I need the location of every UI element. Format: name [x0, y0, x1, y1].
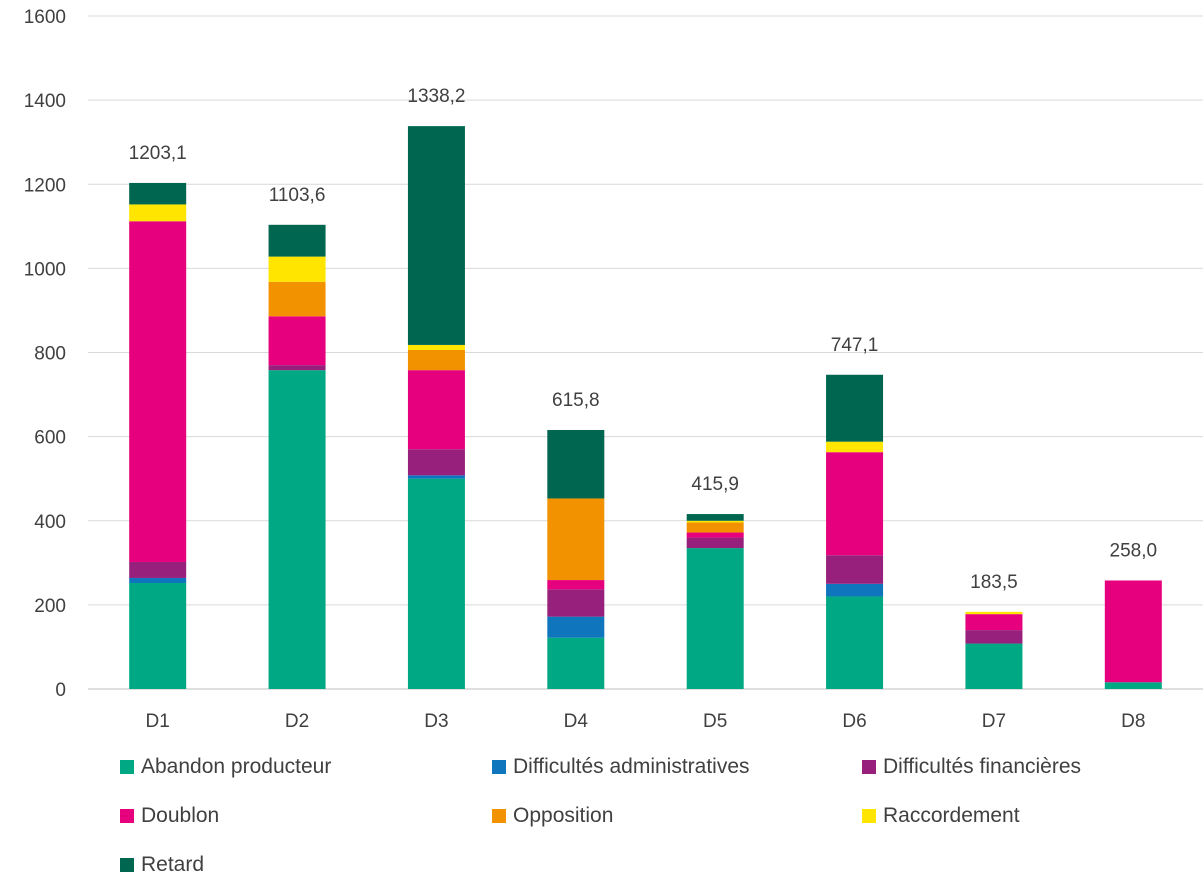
legend-item: Opposition: [492, 801, 613, 831]
bar-segment: [129, 221, 187, 562]
y-tick-label: 1600: [24, 7, 66, 28]
bar-segment: [826, 452, 884, 556]
bar-segment: [686, 548, 744, 689]
legend-label: Retard: [141, 853, 205, 876]
legend-swatch: [492, 809, 506, 823]
legend-label: Abandon producteur: [141, 755, 332, 778]
legend-item: Doublon: [120, 801, 219, 831]
bar-segment: [268, 256, 326, 282]
legend-label: Difficultés administratives: [513, 755, 750, 778]
legend-label: Opposition: [513, 804, 614, 827]
legend-item: Abandon producteur: [120, 752, 331, 782]
bar-segment: [1104, 580, 1162, 683]
total-data-label: 747,1: [831, 335, 879, 356]
y-axis: 0 200 400 600 800 1000 1200 1400 1600: [24, 7, 66, 701]
legend-swatch: [862, 760, 876, 774]
y-tick-label: 1200: [24, 175, 66, 196]
y-tick-label: 200: [34, 596, 66, 617]
x-tick-label: D4: [564, 711, 589, 732]
legend-item: Raccordement: [862, 801, 1020, 831]
bar-segment: [686, 520, 744, 523]
legend-item: Retard: [120, 850, 204, 880]
bar-segment: [407, 370, 465, 450]
bar-segment: [547, 498, 605, 581]
bar-segment: [407, 126, 465, 345]
bar-segment: [407, 475, 465, 479]
legend-item: Difficultés administratives: [492, 752, 750, 782]
total-data-label: 258,0: [1110, 540, 1158, 561]
bar-segment: [407, 449, 465, 476]
bar-segment: [407, 478, 465, 689]
legend-swatch: [492, 760, 506, 774]
total-data-label: 615,8: [552, 390, 600, 411]
y-tick-label: 0: [55, 680, 66, 701]
bar-segment: [826, 596, 884, 689]
bar-segment: [547, 429, 605, 499]
bar-segment: [129, 204, 187, 222]
bar-segment: [268, 281, 326, 317]
y-tick-label: 1400: [24, 91, 66, 112]
bar-segment: [129, 583, 187, 689]
bar-segment: [686, 522, 744, 533]
legend-swatch: [120, 858, 134, 872]
x-tick-label: D5: [703, 711, 727, 732]
bar-segment: [547, 616, 605, 638]
bar-segment: [129, 561, 187, 578]
bar-segment: [268, 370, 326, 689]
y-tick-label: 600: [34, 428, 66, 449]
bar-segment: [965, 614, 1023, 631]
total-data-label: 183,5: [970, 572, 1018, 593]
bars: [129, 126, 1162, 689]
bar-segment: [268, 224, 326, 257]
bar-segment: [965, 630, 1023, 644]
bar-segment: [407, 349, 465, 371]
gridlines: [88, 15, 1203, 690]
y-tick-label: 1000: [24, 259, 66, 280]
legend-label: Raccordement: [883, 804, 1020, 827]
bar-segment: [1104, 682, 1162, 689]
total-data-label: 415,9: [691, 474, 739, 495]
total-data-label: 1203,1: [129, 143, 187, 164]
legend-item: Difficultés financières: [862, 752, 1081, 782]
legend-swatch: [120, 760, 134, 774]
legend-label: Difficultés financières: [883, 755, 1082, 778]
bar-segment: [965, 611, 1023, 615]
x-tick-label: D2: [285, 711, 309, 732]
bar-segment: [686, 514, 744, 521]
stacked-bar-chart: 0 200 400 600 800 1000 1200 1400 1600 1203,1 1103…: [24, 7, 1203, 732]
bar-segment: [686, 537, 744, 549]
bar-segment: [407, 344, 465, 350]
bar-segment: [965, 643, 1023, 689]
legend-swatch: [120, 809, 134, 823]
y-tick-label: 800: [34, 344, 66, 365]
bar-segment: [268, 316, 326, 366]
y-tick-label: 400: [34, 512, 66, 533]
x-tick-label: D8: [1121, 711, 1145, 732]
bar-segment: [686, 532, 744, 538]
x-tick-label: D6: [842, 711, 866, 732]
bar-segment: [268, 365, 326, 371]
bar-segment: [826, 583, 884, 597]
bar-segment: [826, 441, 884, 453]
bar-segment: [547, 580, 605, 590]
bar-segment: [826, 374, 884, 442]
total-labels: 1203,1 1103,6 1338,2 615,8 415,9 747,1 183,5 25…: [129, 86, 1157, 593]
x-tick-label: D7: [982, 711, 1006, 732]
total-data-label: 1338,2: [407, 86, 465, 107]
bar-segment: [547, 637, 605, 689]
bar-segment: [547, 589, 605, 617]
x-axis: D1 D2 D3 D4 D5 D6 D7 D8: [146, 711, 1146, 732]
bar-segment: [826, 555, 884, 584]
total-data-label: 1103,6: [269, 185, 326, 206]
x-tick-label: D3: [424, 711, 448, 732]
legend-label: Doublon: [141, 804, 220, 827]
legend-swatch: [862, 809, 876, 823]
bar-segment: [129, 577, 187, 584]
bar-segment: [129, 182, 187, 205]
x-tick-label: D1: [146, 711, 170, 732]
